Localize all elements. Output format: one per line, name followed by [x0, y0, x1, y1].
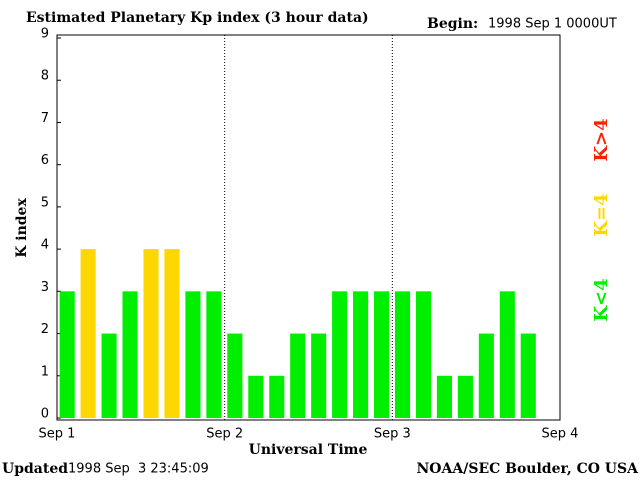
bar [394, 291, 411, 418]
x-tick-label: Sep 1 [39, 427, 76, 442]
bar [332, 291, 348, 418]
x-tick-label: Sep 3 [374, 427, 411, 442]
bar [436, 375, 452, 418]
y-tick-label: 1 [41, 364, 49, 379]
y-axis-label: K index [14, 198, 30, 258]
bar [457, 375, 473, 418]
legend-label: K=4 [591, 193, 612, 236]
y-tick-label: 3 [41, 280, 49, 295]
bar [122, 291, 138, 418]
y-tick-label: 5 [41, 195, 49, 210]
x-tick-label: Sep 2 [206, 427, 243, 442]
updated-label: Updated [2, 461, 68, 477]
chart-title: Estimated Planetary Kp index (3 hour dat… [26, 10, 369, 26]
bar [374, 291, 390, 418]
bar [415, 291, 432, 418]
y-tick-label: 4 [41, 238, 49, 253]
bar [206, 291, 222, 418]
bar [311, 333, 327, 418]
y-tick-label: 7 [41, 111, 49, 126]
bar [164, 249, 180, 418]
bar [80, 249, 96, 418]
bar [59, 291, 75, 418]
bar [478, 333, 494, 418]
y-tick-label: 6 [41, 153, 49, 168]
bar [248, 375, 264, 418]
bar [353, 291, 369, 418]
bar [101, 333, 117, 418]
x-tick-label: Sep 4 [542, 427, 579, 442]
bar [520, 333, 536, 418]
y-tick-label: 0 [41, 407, 49, 422]
bar [227, 333, 243, 418]
bar [185, 291, 201, 418]
bar [290, 333, 306, 418]
y-tick-label: 8 [41, 69, 49, 84]
bar [499, 291, 515, 418]
x-axis-label: Universal Time [249, 442, 368, 458]
updated-value: 1998 Sep 3 23:45:09 [68, 462, 209, 477]
bar [269, 375, 285, 418]
y-tick-label: 9 [41, 27, 49, 42]
legend-label: K<4 [591, 278, 612, 321]
begin-value: 1998 Sep 1 0000UT [488, 17, 617, 32]
bar [143, 249, 159, 418]
legend-label: K>4 [591, 118, 612, 161]
source: NOAA/SEC Boulder, CO USA [417, 461, 640, 477]
begin-label: Begin: [427, 16, 478, 32]
y-tick-label: 2 [41, 322, 49, 337]
